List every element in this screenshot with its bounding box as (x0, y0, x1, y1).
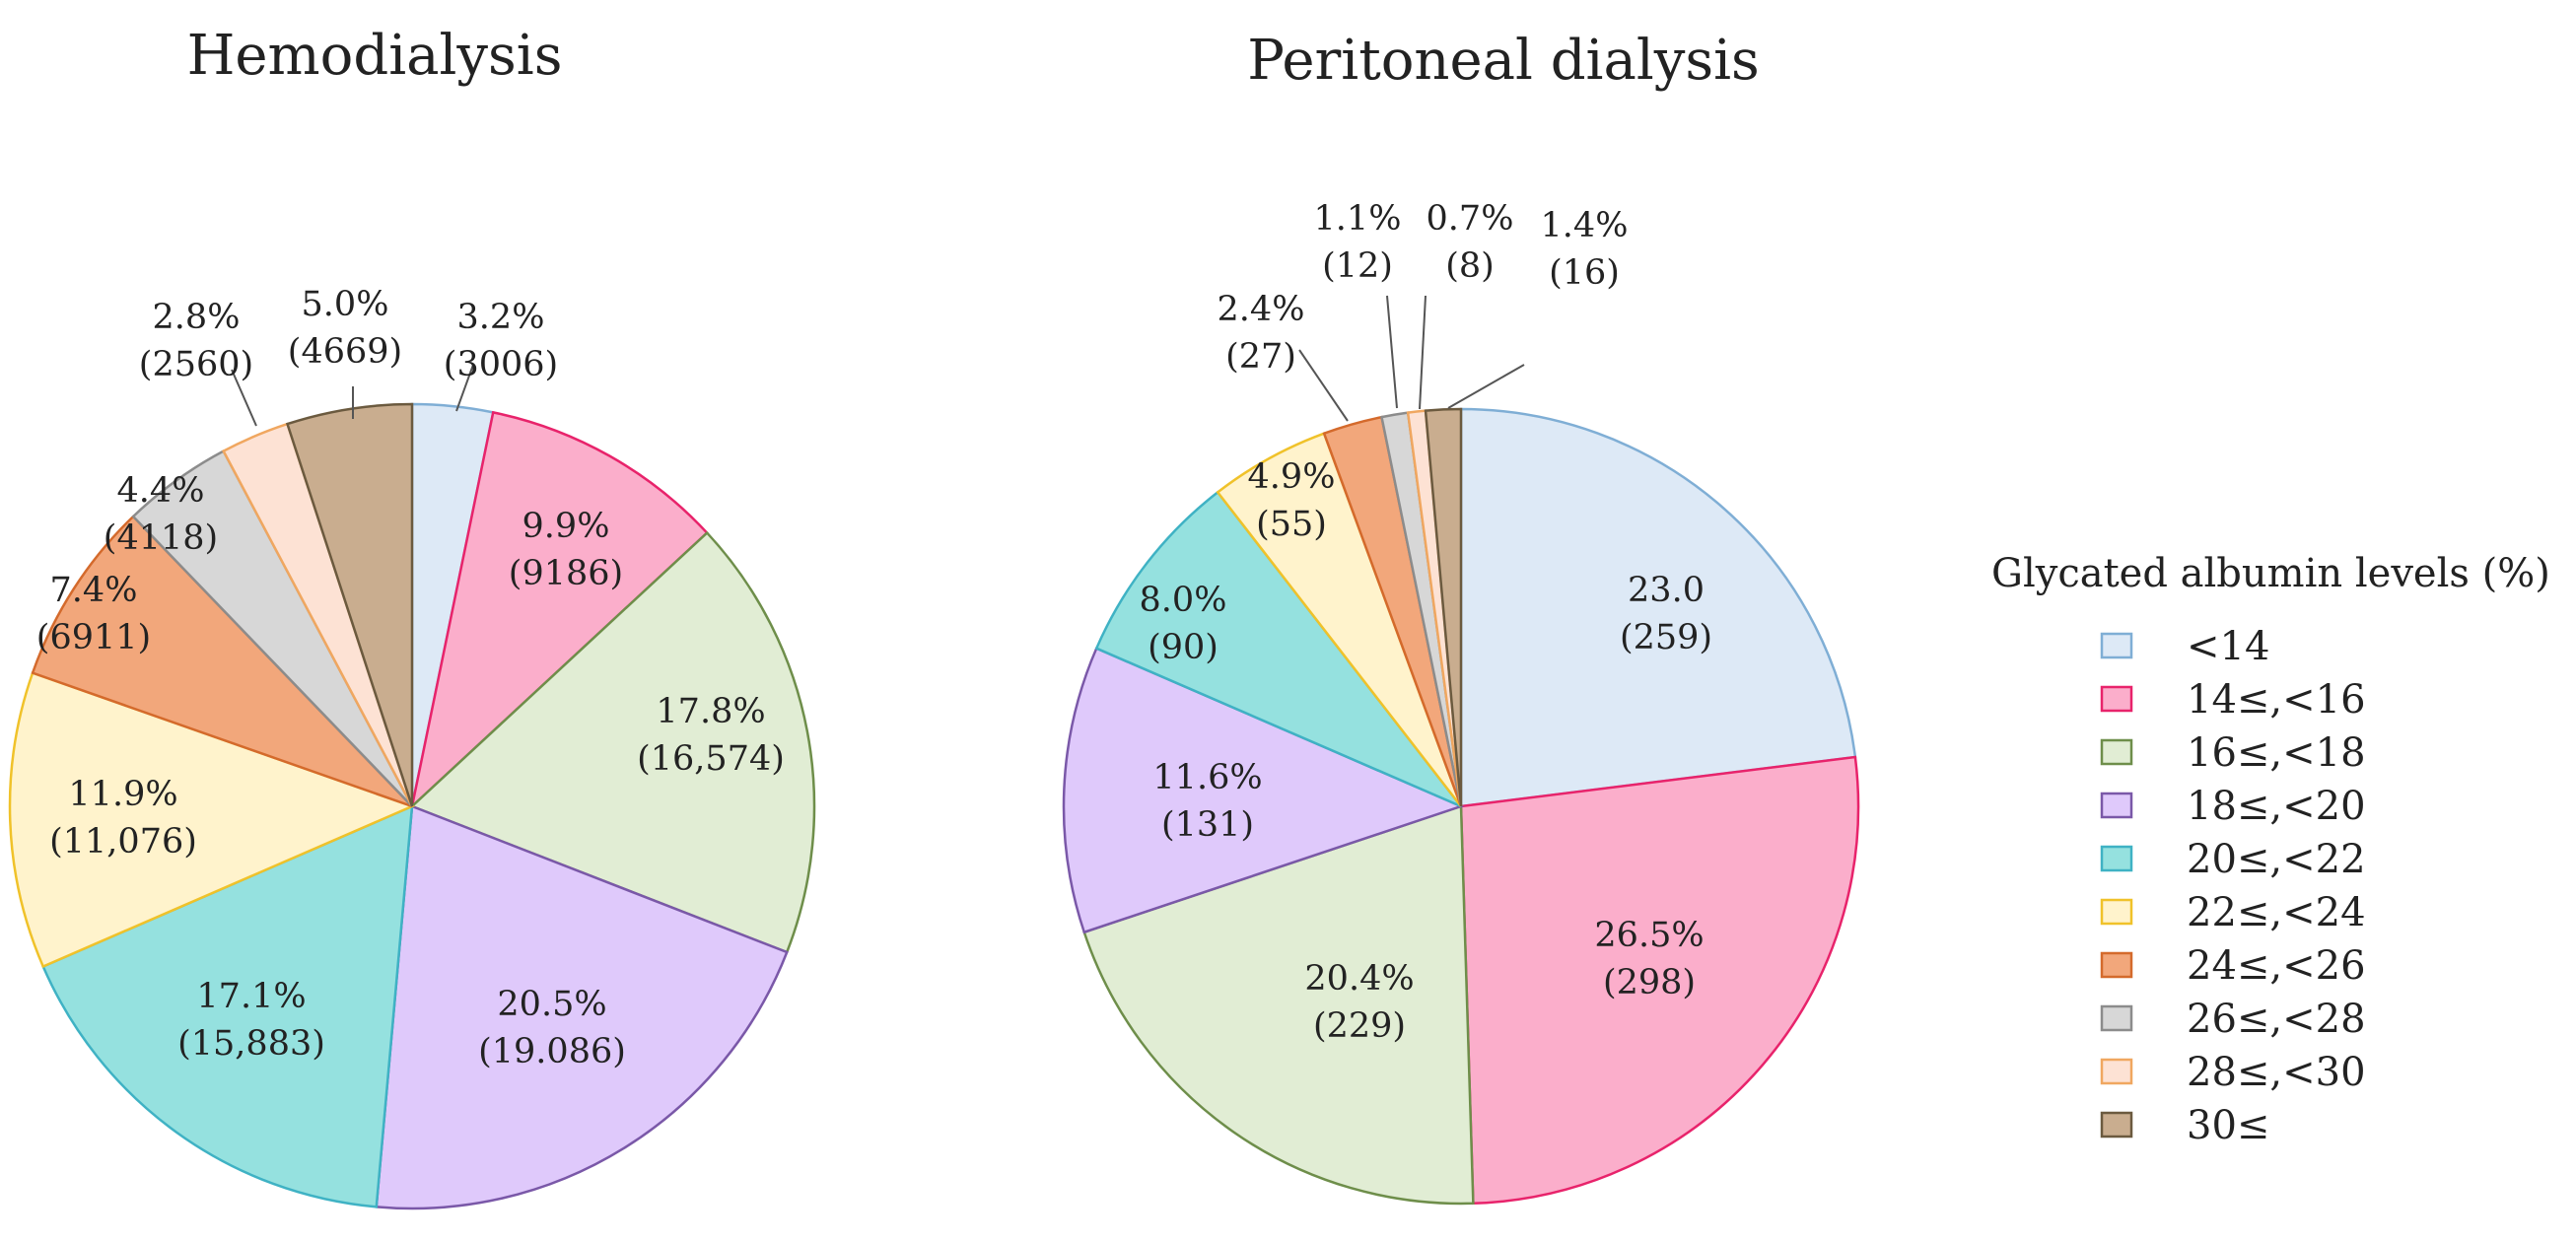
pd-count-label-1: (298) (1603, 963, 1696, 1002)
hd-percent-label-0: 3.2% (457, 298, 545, 337)
legend-swatch-9 (2100, 1111, 2133, 1138)
peritoneal-pie: 23.0 (259) 26.5% (298) 20.4% (229) 11.6% (131) 8… (1062, 199, 1860, 1206)
pd-percent-label-7: 1.1% (1314, 199, 1402, 239)
hd-count-label-6: (6911) (36, 618, 151, 657)
legend-swatch-8 (2100, 1058, 2133, 1085)
hd-slice-1 (409, 410, 709, 810)
hd-slice-6 (31, 515, 413, 808)
hd-percent-label-9: 5.0% (302, 285, 389, 324)
pd-count-label-5: (55) (1256, 505, 1327, 544)
legend-swatch-1 (2100, 685, 2133, 713)
legend-label-6: 24≤,<26 (2187, 943, 2366, 989)
legend-swatch-2 (2100, 738, 2133, 766)
legend-title: Glycated albumin levels (%) (1991, 551, 2550, 596)
legend: Glycated albumin levels (%) <14 14≤,<16 16… (1991, 551, 2550, 1148)
pd-percent-label-0: 23.0 (1628, 571, 1705, 610)
legend-swatch-5 (2100, 898, 2133, 926)
pd-count-label-3: (131) (1161, 805, 1254, 845)
pd-slice-0 (1459, 407, 1857, 808)
legend-label-3: 18≤,<20 (2187, 784, 2366, 829)
hd-percent-label-6: 7.4% (50, 571, 138, 610)
legend-swatch-6 (2100, 951, 2133, 979)
pd-count-label-2: (229) (1313, 1006, 1406, 1046)
hd-leader-line-8 (231, 369, 257, 427)
legend-label-8: 28≤,<30 (2187, 1050, 2366, 1095)
pd-slice-2 (1082, 804, 1475, 1206)
hd-slice-4 (41, 804, 414, 1208)
hd-percent-label-2: 17.8% (656, 692, 765, 731)
hd-percent-label-7: 4.4% (117, 471, 205, 511)
pd-count-label-0: (259) (1620, 618, 1712, 657)
hd-percent-label-5: 11.9% (68, 775, 177, 814)
legend-label-5: 22≤,<24 (2187, 890, 2366, 935)
pd-count-label-9: (16) (1549, 253, 1620, 293)
legend-label-1: 14≤,<16 (2187, 677, 2366, 723)
pd-percent-label-1: 26.5% (1594, 916, 1704, 955)
hd-leader-line-0 (455, 364, 474, 412)
legend-label-7: 26≤,<28 (2187, 997, 2366, 1042)
pd-percent-label-6: 2.4% (1218, 290, 1305, 329)
pd-percent-label-3: 11.6% (1152, 758, 1262, 797)
legend-swatch-4 (2100, 845, 2133, 872)
peritoneal-title: Peritoneal dialysis (1247, 29, 1760, 93)
hd-percent-label-4: 17.1% (196, 977, 306, 1016)
pd-count-label-6: (27) (1225, 337, 1296, 377)
hd-count-label-9: (4669) (288, 332, 402, 372)
hd-slice-3 (375, 804, 789, 1210)
hd-slice-5 (8, 671, 416, 969)
hd-count-label-1: (9186) (509, 554, 623, 593)
hd-count-label-2: (16,574) (637, 739, 785, 779)
pd-slice-3 (1062, 647, 1465, 934)
hd-count-label-5: (11,076) (49, 822, 197, 862)
pd-slice-4 (1094, 490, 1462, 808)
hd-count-label-3: (19.086) (478, 1032, 626, 1071)
pd-count-label-8: (8) (1445, 246, 1495, 286)
hemodialysis-pie: 3.2% (3006) 9.9% (9186) 17.8% (16,574) 20.5% (1… (8, 285, 816, 1210)
legend-label-4: 20≤,<22 (2187, 837, 2366, 882)
pd-count-label-4: (90) (1148, 628, 1218, 667)
legend-label-0: <14 (2187, 624, 2269, 669)
pd-leader-line-9 (1447, 364, 1525, 409)
legend-label-2: 16≤,<18 (2187, 730, 2366, 776)
pd-leader-line-7 (1386, 295, 1398, 409)
pd-percent-label-5: 4.9% (1248, 457, 1336, 497)
hd-count-label-4: (15,883) (177, 1024, 325, 1064)
pd-percent-label-2: 20.4% (1304, 959, 1414, 999)
legend-swatch-7 (2100, 1004, 2133, 1032)
legend-label-9: 30≤ (2187, 1103, 2269, 1148)
legend-swatch-0 (2100, 632, 2133, 659)
legend-swatch-3 (2100, 792, 2133, 819)
hd-count-label-7: (4118) (104, 518, 218, 558)
pd-slice-9 (1424, 407, 1463, 807)
hd-count-label-0: (3006) (444, 345, 558, 384)
pd-percent-label-9: 1.4% (1541, 206, 1629, 245)
hd-count-label-8: (2560) (139, 345, 253, 384)
pd-percent-label-8: 0.7% (1427, 199, 1514, 239)
hd-percent-label-1: 9.9% (522, 507, 610, 546)
pd-count-label-7: (12) (1322, 246, 1393, 286)
hd-percent-label-3: 20.5% (497, 985, 606, 1024)
hd-slice-9 (285, 402, 414, 807)
hd-slice-2 (409, 530, 816, 954)
hd-percent-label-8: 2.8% (153, 298, 241, 337)
pd-percent-label-4: 8.0% (1140, 581, 1227, 620)
pd-leader-line-6 (1298, 349, 1349, 422)
hemodialysis-title: Hemodialysis (187, 24, 563, 88)
pd-slice-1 (1459, 755, 1860, 1206)
pd-leader-line-8 (1419, 295, 1427, 410)
